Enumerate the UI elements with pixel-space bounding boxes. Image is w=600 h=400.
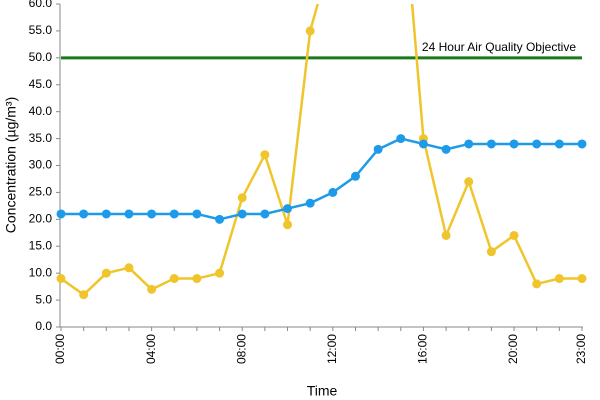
series-line (61, 137, 582, 221)
point (486, 139, 496, 149)
point (124, 263, 134, 273)
x-axis-label: Time (307, 383, 338, 399)
y-tick-label: 45.0 (29, 77, 53, 91)
y-tick-label: 35.0 (29, 131, 53, 145)
point (79, 290, 89, 300)
y-tick-label: 0.0 (35, 319, 52, 333)
point (464, 139, 474, 149)
point (305, 198, 315, 208)
point (486, 247, 496, 257)
point (373, 144, 383, 154)
plot-area (56, 4, 587, 300)
point (56, 274, 66, 284)
point (101, 209, 111, 219)
point (169, 209, 179, 219)
y-tick-label: 25.0 (29, 185, 53, 199)
y-tick-label: 15.0 (29, 238, 53, 252)
point (532, 279, 542, 289)
point (283, 220, 293, 230)
point (169, 274, 179, 284)
point (464, 177, 474, 187)
y-tick-label: 30.0 (29, 158, 53, 172)
x-tick-label: 00:00 (53, 334, 67, 364)
point (554, 139, 564, 149)
point (192, 209, 202, 219)
y-tick-label: 50.0 (29, 50, 53, 64)
point (396, 134, 406, 144)
y-tick-label: 40.0 (29, 104, 53, 118)
y-axis-label: Concentration (µg/m³) (3, 97, 19, 233)
x-tick-label: 16:00 (416, 334, 430, 364)
y-tick-label: 10.0 (29, 265, 53, 279)
y-tick-label: 5.0 (35, 292, 52, 306)
reference-label: 24 Hour Air Quality Objective (422, 40, 576, 54)
point (260, 150, 270, 160)
point (350, 171, 360, 181)
point (147, 284, 157, 294)
point (79, 209, 89, 219)
point (56, 209, 66, 219)
point (215, 268, 225, 278)
x-tick-label: 20:00 (506, 334, 520, 364)
point (101, 268, 111, 278)
point (260, 209, 270, 219)
y-tick-label: 60.0 (29, 0, 53, 10)
point (577, 274, 587, 284)
point (124, 209, 134, 219)
point (283, 204, 293, 214)
point (237, 193, 247, 203)
x-tick-label: 12:00 (325, 334, 339, 364)
x-tick-label: 23:00 (574, 334, 588, 364)
point (441, 230, 451, 240)
point (441, 144, 451, 154)
point (215, 214, 225, 224)
point (328, 187, 338, 197)
point (509, 139, 519, 149)
point (305, 26, 315, 36)
point (554, 274, 564, 284)
x-tick-label: 08:00 (234, 334, 248, 364)
point (237, 209, 247, 219)
point (532, 139, 542, 149)
series-line (60, 4, 582, 297)
point (418, 139, 428, 149)
y-tick-label: 55.0 (29, 23, 53, 37)
point (509, 230, 519, 240)
point (147, 209, 157, 219)
point (577, 139, 587, 149)
x-tick-label: 04:00 (144, 334, 158, 364)
y-tick-label: 20.0 (29, 212, 53, 226)
point (192, 274, 202, 284)
